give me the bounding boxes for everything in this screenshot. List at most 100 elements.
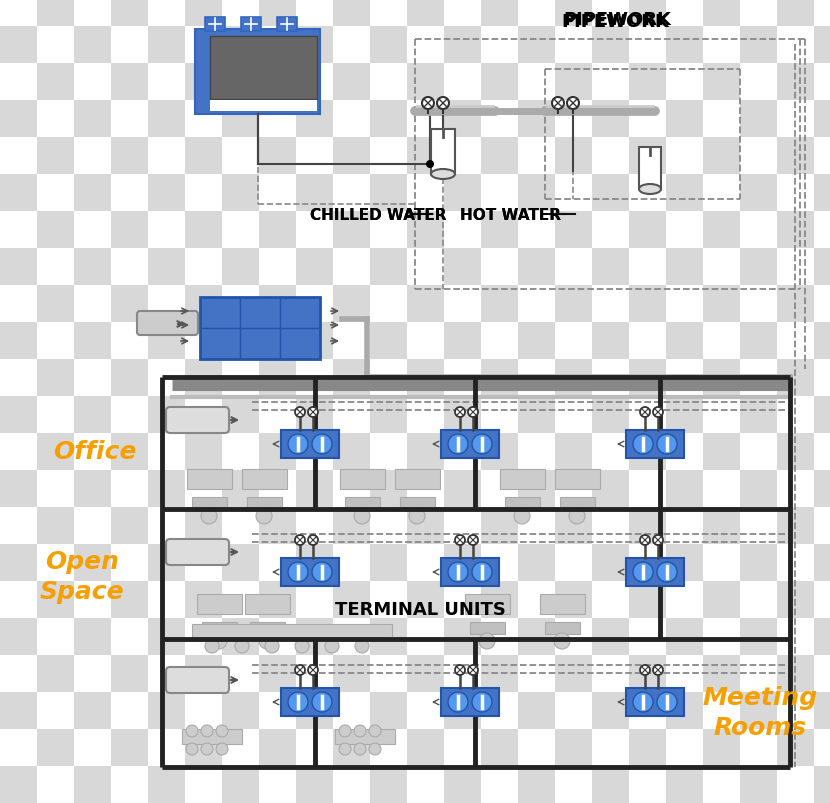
Bar <box>777 434 814 471</box>
Bar <box>259 138 296 175</box>
Bar <box>185 434 222 471</box>
Bar <box>444 434 481 471</box>
Bar <box>518 323 555 360</box>
Bar <box>37 397 74 434</box>
Bar <box>0 507 37 544</box>
Circle shape <box>312 692 332 712</box>
Bar <box>481 0 518 27</box>
Bar <box>592 471 629 507</box>
Bar <box>259 212 296 249</box>
Bar <box>37 766 74 803</box>
Bar <box>639 148 661 190</box>
Bar <box>703 0 740 27</box>
Bar <box>74 655 111 692</box>
Circle shape <box>468 407 478 418</box>
Bar <box>777 655 814 692</box>
Bar <box>259 766 296 803</box>
Bar <box>296 729 333 766</box>
Bar <box>814 212 830 249</box>
Bar <box>407 101 444 138</box>
Bar <box>222 729 259 766</box>
Bar <box>333 434 370 471</box>
Bar <box>481 692 518 729</box>
Bar <box>148 655 185 692</box>
Bar <box>281 688 339 716</box>
Bar <box>296 64 333 101</box>
Bar <box>481 471 518 507</box>
Bar <box>148 729 185 766</box>
Bar <box>703 766 740 803</box>
Bar <box>629 692 666 729</box>
Bar <box>703 101 740 138</box>
Bar <box>247 497 282 509</box>
Bar <box>111 101 148 138</box>
Bar <box>333 544 370 581</box>
Bar <box>370 618 407 655</box>
Bar <box>740 544 777 581</box>
Bar <box>37 101 74 138</box>
Bar <box>444 212 481 249</box>
Bar <box>111 434 148 471</box>
Circle shape <box>355 639 369 653</box>
Bar <box>592 544 629 581</box>
Circle shape <box>235 639 249 653</box>
Bar <box>444 729 481 766</box>
Bar <box>74 729 111 766</box>
Bar <box>222 618 259 655</box>
Circle shape <box>354 743 366 755</box>
Bar <box>545 622 580 634</box>
Bar <box>333 507 370 544</box>
Bar <box>74 101 111 138</box>
Bar <box>740 212 777 249</box>
Circle shape <box>448 692 468 712</box>
Bar <box>777 323 814 360</box>
Bar <box>481 360 518 397</box>
Bar <box>407 397 444 434</box>
Bar <box>500 470 545 489</box>
Bar <box>407 0 444 27</box>
Bar <box>37 0 74 27</box>
Bar <box>222 27 259 64</box>
Bar <box>814 434 830 471</box>
Bar <box>629 138 666 175</box>
Bar <box>74 544 111 581</box>
Bar <box>345 497 380 509</box>
Bar <box>444 397 481 434</box>
Bar <box>222 138 259 175</box>
Circle shape <box>657 434 677 454</box>
Bar <box>37 692 74 729</box>
Bar <box>666 212 703 249</box>
Bar <box>370 138 407 175</box>
Circle shape <box>339 725 351 737</box>
Bar <box>148 27 185 64</box>
Bar <box>407 138 444 175</box>
Bar <box>259 618 296 655</box>
Bar <box>481 544 518 581</box>
Bar <box>481 655 518 692</box>
Bar <box>777 397 814 434</box>
Bar <box>481 249 518 286</box>
Bar <box>407 434 444 471</box>
Bar <box>0 471 37 507</box>
Circle shape <box>633 692 653 712</box>
Bar <box>400 497 435 509</box>
Circle shape <box>288 434 308 454</box>
Bar <box>37 618 74 655</box>
Bar <box>629 434 666 471</box>
Bar <box>814 27 830 64</box>
Bar <box>740 692 777 729</box>
Bar <box>481 286 518 323</box>
Bar <box>370 286 407 323</box>
Bar <box>740 581 777 618</box>
Text: TERMINAL UNITS: TERMINAL UNITS <box>334 601 505 618</box>
Bar <box>629 618 666 655</box>
Bar <box>555 323 592 360</box>
Bar <box>518 212 555 249</box>
Bar <box>74 249 111 286</box>
Bar <box>592 286 629 323</box>
Bar <box>333 323 370 360</box>
Bar <box>666 138 703 175</box>
Bar <box>259 286 296 323</box>
Bar <box>629 0 666 27</box>
Bar <box>148 471 185 507</box>
